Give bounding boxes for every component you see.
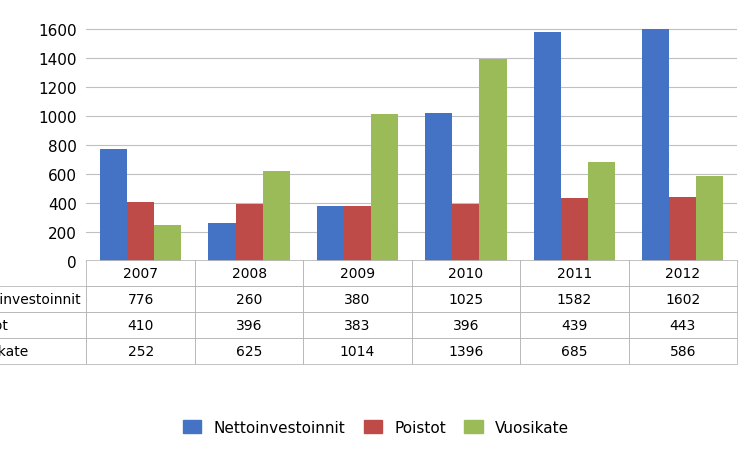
Bar (371, 115, 398, 262)
Bar (208, 224, 235, 262)
Legend: Nettoinvestoinnit, Poistot, Vuosikate: Nettoinvestoinnit, Poistot, Vuosikate (177, 414, 575, 441)
Bar (696, 177, 723, 262)
Bar (262, 171, 290, 262)
Bar (669, 198, 696, 262)
Bar (344, 206, 371, 262)
Bar (588, 162, 615, 262)
Bar (534, 33, 561, 262)
Bar (480, 60, 507, 262)
Bar (642, 30, 669, 262)
Bar (561, 198, 588, 262)
Bar (453, 204, 480, 262)
Bar (127, 202, 154, 262)
Bar (100, 149, 127, 262)
Bar (426, 113, 453, 262)
Bar (317, 207, 344, 262)
Bar (154, 225, 181, 262)
Bar (235, 204, 262, 262)
